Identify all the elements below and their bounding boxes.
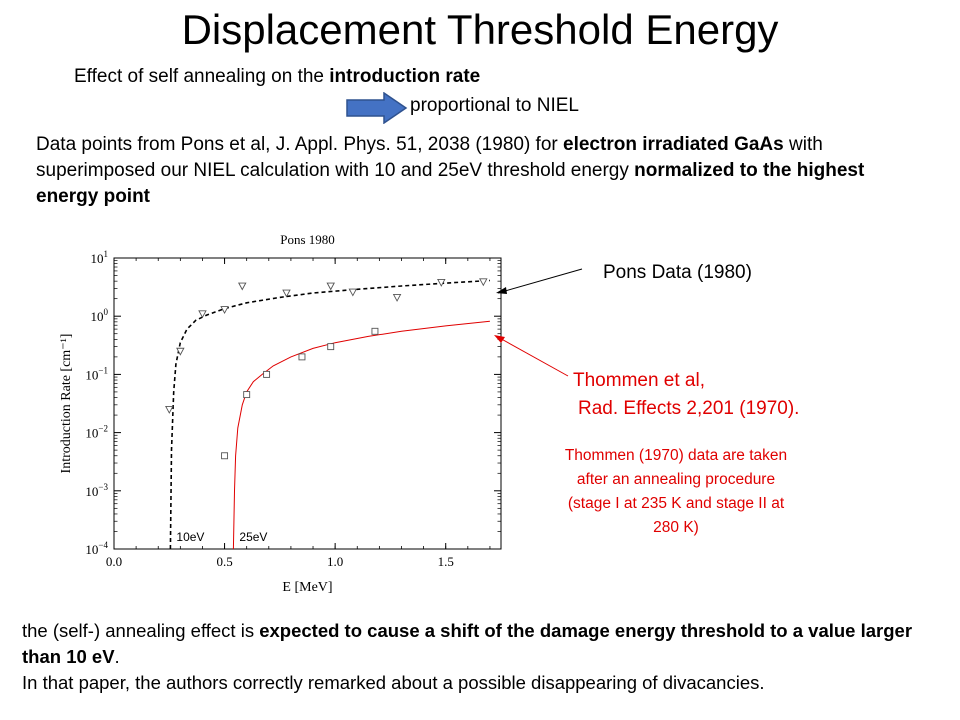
subtitle-text: Effect of self annealing on the [74,66,330,87]
bottom-text-2: . [114,646,120,667]
thommen-note: Thommen (1970) data are taken after an a… [564,447,788,536]
y-axis-label: Introduction Rate [cm⁻¹] [59,334,74,474]
x-tick-label: 1.0 [327,554,343,569]
thommen-data-point [371,327,379,335]
plot-frame [113,257,502,550]
bottom-line-2: In that paper, the authors correctly rem… [22,672,765,693]
thommen-data-point [263,370,271,378]
pons-data-point [220,306,229,315]
thommen-label-line2: Rad. Effects 2,201 (1970). [578,398,800,419]
pons-pointer-head [496,287,507,294]
pons-data-point [198,310,207,319]
niel-curve-10eV [169,279,490,550]
y-tick-label: 100 [91,307,109,324]
thommen-data-point [327,343,335,351]
pons-data-point [326,282,335,291]
y-tick-label: 10−1 [85,365,108,382]
chart-title: Pons 1980 [280,232,335,247]
slide-title: Displacement Threshold Energy [181,6,779,53]
pons-data-point [176,347,185,356]
x-tick-label: 1.5 [438,554,454,569]
description-paragraph: Data points from Pons et al, J. Appl. Ph… [36,132,926,210]
thommen-data-point [298,353,306,361]
thommen-data-point [221,452,229,460]
pons-data-point [165,405,174,414]
pons-data-point [437,279,446,287]
para-bold-2: normalized to the highest energy point [36,160,865,207]
pons-pointer-line [497,268,583,294]
pons-data-point [282,289,291,298]
para-bold-1: electron irradiated GaAs [563,134,784,155]
y-tick-label: 10−3 [85,482,108,499]
thommen-pointer-head [494,335,505,343]
pons-data-point [392,293,402,302]
y-tick-label: 101 [91,249,109,266]
curve-label-25eV: 25eV [239,530,267,544]
niel-curve-25eV [232,320,490,550]
subtitle-bold: introduction rate [329,66,481,87]
bottom-text-1: the (self-) annealing effect is [22,620,260,641]
subtitle: Effect of self annealing on the introduc… [74,66,480,88]
curve-label-10eV: 10eV [176,530,204,544]
bottom-text: the (self-) annealing effect is expected… [22,618,942,696]
pons-data-point [479,278,488,287]
pons-data-point [238,282,247,291]
x-tick-label: 0.0 [106,554,122,569]
thommen-label-line1: Thommen et al, [573,370,705,391]
right-arrow-icon [346,92,408,124]
bottom-bold: expected to cause a shift of the damage … [22,620,913,667]
pons-data-label: Pons Data (1980) [603,262,752,283]
x-axis-label: E [MeV] [282,580,332,595]
x-tick-label: 0.5 [216,554,232,569]
para-text-2: with superimposed our NIEL calculation w… [36,134,823,181]
thommen-pointer-line [495,335,569,377]
introduction-rate-chart: Pons 1980 0.0 0.5 1.0 1.5 E [MeV] 101 100 10−1 10… [59,232,502,595]
y-tick-label: 10−2 [85,424,108,441]
para-text-1: Data points from Pons et al, J. Appl. Ph… [36,134,564,155]
pons-data-point [348,288,358,297]
thommen-data-point [243,391,251,399]
arrow-text: proportional to NIEL [410,95,579,116]
y-tick-label: 10−4 [85,540,108,557]
